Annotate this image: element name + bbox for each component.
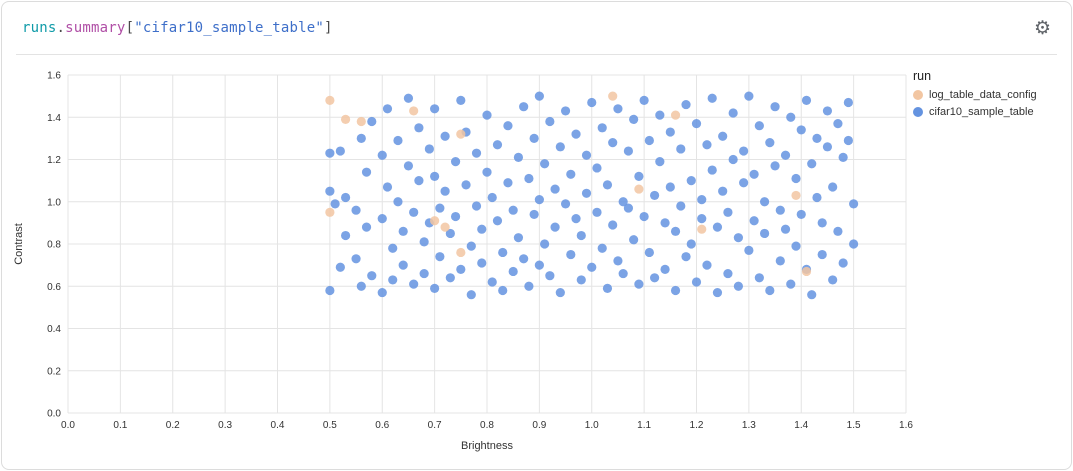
svg-text:0.9: 0.9 (532, 420, 546, 431)
legend-dot (913, 90, 923, 100)
legend: run log_table_data_config cifar10_sample_… (913, 61, 1063, 123)
svg-text:1.4: 1.4 (794, 420, 808, 431)
svg-text:0.3: 0.3 (218, 420, 232, 431)
svg-text:0.0: 0.0 (61, 420, 75, 431)
svg-text:0.8: 0.8 (47, 240, 61, 251)
svg-text:0.4: 0.4 (47, 324, 61, 335)
title-token: summary (65, 20, 126, 36)
svg-text:0.2: 0.2 (47, 366, 61, 377)
gear-icon[interactable]: ⚙ (1033, 17, 1051, 39)
title-token: ] (324, 20, 333, 36)
svg-text:1.0: 1.0 (47, 197, 61, 208)
title-token: . (56, 20, 66, 36)
legend-label: log_table_data_config (929, 89, 1037, 101)
svg-text:0.1: 0.1 (113, 420, 127, 431)
svg-text:0.2: 0.2 (166, 420, 180, 431)
svg-text:0.4: 0.4 (271, 420, 285, 431)
svg-text:Brightness: Brightness (461, 440, 513, 452)
panel-header: runs.summary["cifar10_sample_table"] ⚙ (2, 2, 1071, 54)
title-token: [ (125, 20, 135, 36)
svg-text:1.0: 1.0 (585, 420, 599, 431)
svg-text:0.6: 0.6 (47, 282, 61, 293)
panel-title: runs.summary["cifar10_sample_table"] (22, 20, 333, 36)
svg-text:1.2: 1.2 (690, 420, 704, 431)
svg-text:1.2: 1.2 (47, 155, 61, 166)
header-divider (16, 54, 1057, 55)
legend-title: run (913, 69, 932, 83)
svg-text:1.3: 1.3 (742, 420, 756, 431)
svg-text:0.6: 0.6 (375, 420, 389, 431)
legend-label: cifar10_sample_table (929, 106, 1034, 118)
legend-item[interactable]: log_table_data_config (913, 89, 1063, 101)
svg-text:0.5: 0.5 (323, 420, 337, 431)
svg-text:Contrast: Contrast (13, 223, 25, 265)
svg-text:0.0: 0.0 (47, 409, 61, 420)
svg-text:0.8: 0.8 (480, 420, 494, 431)
title-token: "cifar10_sample_table" (134, 20, 325, 36)
svg-text:0.7: 0.7 (428, 420, 442, 431)
legend-item[interactable]: cifar10_sample_table (913, 106, 1063, 118)
svg-text:1.4: 1.4 (47, 113, 61, 124)
svg-text:1.1: 1.1 (637, 420, 651, 431)
svg-text:1.6: 1.6 (47, 71, 61, 82)
scatter-plot: 0.0 0.1 0.2 0.3 0.4 0.5 0.6 0.7 0.8 0.9 1.0 1.1 1.2 1… (13, 71, 913, 453)
svg-text:1.5: 1.5 (847, 420, 861, 431)
svg-text:1.6: 1.6 (899, 420, 913, 431)
chart-area: 0.0 0.1 0.2 0.3 0.4 0.5 0.6 0.7 0.8 0.9 1.0 1.1 1.2 1… (2, 55, 1071, 459)
legend-items: log_table_data_config cifar10_sample_tabl… (913, 89, 1063, 118)
title-token: runs (22, 20, 57, 36)
legend-dot (913, 107, 923, 117)
